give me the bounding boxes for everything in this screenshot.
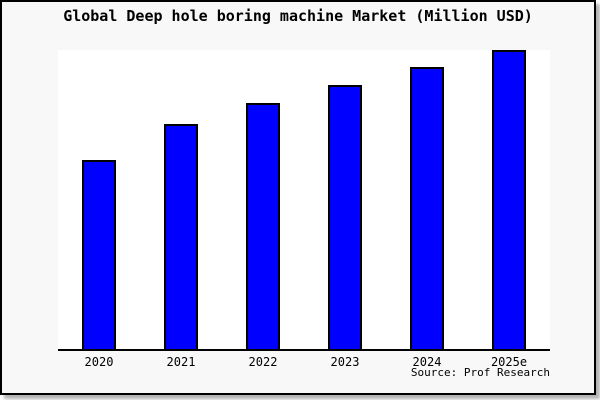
x-axis-labels: 2020 2021 2022 2023 2024 2025e	[58, 355, 550, 369]
plot-area	[58, 50, 550, 351]
source-credit: Source: Prof Research	[410, 366, 550, 379]
x-tick-label-2024: 2024	[412, 355, 442, 369]
x-tick-label-2021: 2021	[166, 355, 196, 369]
bar-2025e	[492, 50, 526, 349]
x-tick-label-2020: 2020	[84, 355, 114, 369]
chart-title: Global Deep hole boring machine Market (…	[63, 7, 533, 25]
bar-2022	[246, 103, 280, 349]
x-tick-label-2025e: 2025e	[490, 355, 528, 369]
bar-2020	[82, 160, 116, 349]
x-tick-label-2022: 2022	[248, 355, 278, 369]
x-tick-label-2023: 2023	[330, 355, 360, 369]
bar-2021	[164, 124, 198, 349]
bar-2024	[410, 67, 444, 349]
bar-2023	[328, 85, 362, 349]
bars-row	[58, 50, 550, 349]
